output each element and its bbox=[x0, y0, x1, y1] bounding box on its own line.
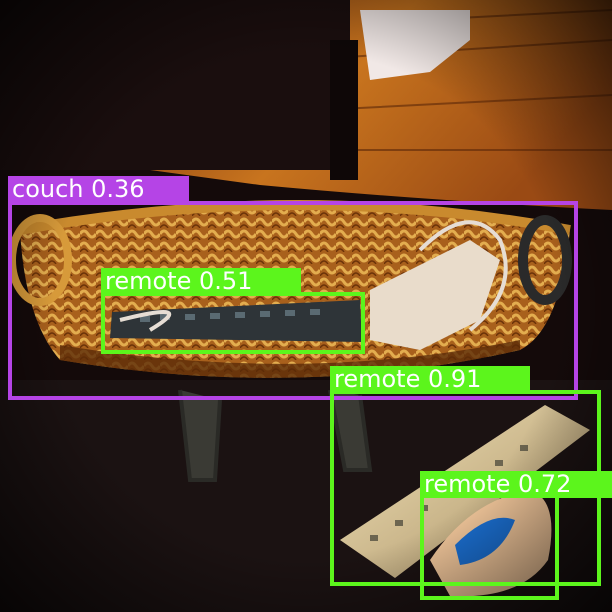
remote-detection-label-3: remote 0.72 bbox=[420, 471, 612, 498]
remote-detection-label-1: remote 0.51 bbox=[101, 268, 301, 295]
remote-detection-box-1 bbox=[101, 292, 365, 354]
couch-detection-label: couch 0.36 bbox=[8, 176, 189, 203]
remote-detection-box-3 bbox=[420, 494, 559, 600]
couch-detection-box bbox=[8, 201, 578, 400]
remote-detection-label-2: remote 0.91 bbox=[330, 366, 530, 393]
